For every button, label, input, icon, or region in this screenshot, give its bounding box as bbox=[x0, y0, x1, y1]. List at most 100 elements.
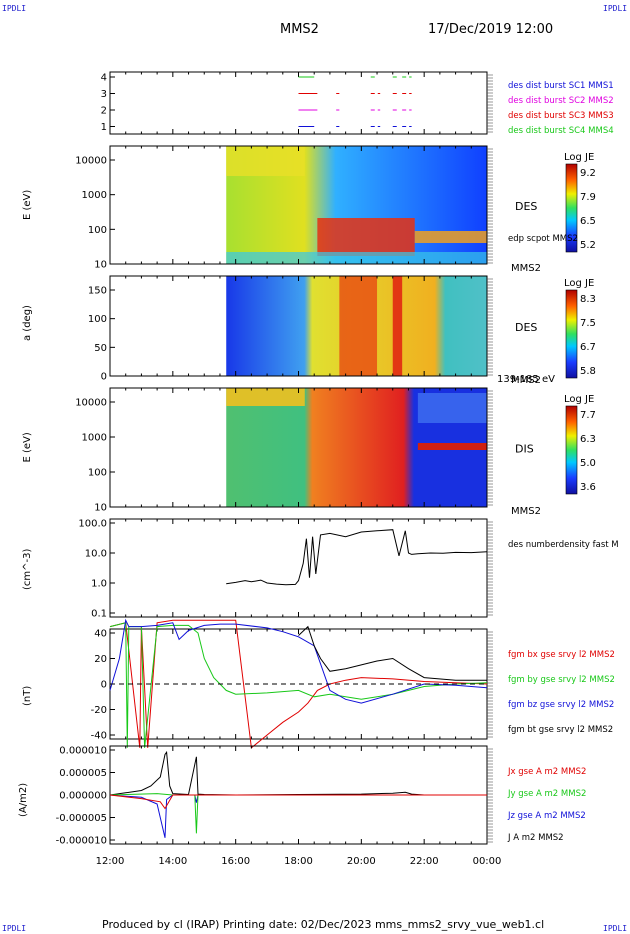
fgm-ytick-label: -40 bbox=[91, 731, 107, 742]
current-ylabel: (A/m2) bbox=[18, 783, 29, 817]
des-energy-colorbar bbox=[565, 163, 578, 253]
des-energy-ytick-label: 1000 bbox=[82, 190, 107, 201]
des-pitch-colorbar-title: Log JE bbox=[564, 278, 594, 289]
current-ytick-label: 0.000010 bbox=[59, 746, 107, 757]
current-ytick-label: -0.000005 bbox=[56, 813, 107, 824]
des-pitch-sc-label: MMS2 bbox=[511, 375, 541, 386]
fgm-series-by bbox=[109, 622, 488, 748]
density-ytick-label: 100.0 bbox=[78, 519, 107, 530]
des-pitch-ytick-label: 50 bbox=[94, 343, 107, 354]
burst-ytick-label: 3 bbox=[101, 89, 107, 100]
des-pitch-colorbar-tick: 7.5 bbox=[580, 318, 596, 329]
des-energy-colorbar-tick: 5.2 bbox=[580, 240, 596, 251]
fgm-legend-3: fgm bt gse srvy l2 MMS2 bbox=[508, 725, 613, 735]
dis-energy-side-label: DIS bbox=[515, 443, 534, 456]
burst-ytick-label: 4 bbox=[101, 73, 107, 84]
burst-ytick-label: 1 bbox=[101, 122, 107, 133]
des-pitch-side-label: DES bbox=[515, 321, 537, 334]
des-energy-colorbar-tick: 9.2 bbox=[580, 168, 596, 179]
fgm-legend-2: fgm bz gse srvy l2 MMS2 bbox=[508, 700, 614, 710]
current-ytick-label: -0.000010 bbox=[56, 836, 107, 847]
burst-legend-1: des dist burst SC1 MMS1 bbox=[508, 81, 614, 91]
current-series-Jx bbox=[109, 794, 487, 810]
burst-ytick-label: 2 bbox=[101, 106, 107, 117]
burst-legend-3: des dist burst SC3 MMS3 bbox=[508, 111, 614, 121]
des-pitch-ytick-label: 0 bbox=[101, 372, 107, 383]
time-tick-label-0: 12:00 bbox=[96, 856, 125, 867]
current-legend-0: Jx gse A m2 MMS2 bbox=[507, 767, 586, 777]
footer-credit: Produced by cl (IRAP) Printing date: 02/… bbox=[102, 918, 545, 931]
current-series-J bbox=[109, 750, 487, 796]
des-pitch-ylabel: a (deg) bbox=[22, 305, 33, 341]
des-pitch-colorbar-tick: 8.3 bbox=[580, 294, 596, 305]
dis-energy-ylabel: E (eV) bbox=[22, 432, 33, 462]
fgm-legend-1: fgm by gse srvy l2 MMS2 bbox=[508, 675, 615, 685]
time-tick-label-4: 20:00 bbox=[347, 856, 376, 867]
des-energy-ytick-label: 10000 bbox=[75, 156, 107, 167]
des-energy-plasma-sheet bbox=[317, 218, 415, 256]
des-energy-ytick-label: 10 bbox=[94, 260, 107, 271]
current-legend-2: Jz gse A m2 MMS2 bbox=[507, 811, 586, 821]
des-energy-colorbar-tick: 7.9 bbox=[580, 192, 596, 203]
fgm-ytick-label: 20 bbox=[94, 654, 107, 665]
fgm-series-bx bbox=[109, 619, 488, 749]
fgm-ytick-label: -20 bbox=[91, 705, 107, 716]
density-ytick-label: 10.0 bbox=[85, 549, 107, 560]
density-ylabel: (cm^-3) bbox=[22, 549, 33, 590]
des-pitch-colorbar-tick: 5.8 bbox=[580, 366, 596, 377]
time-tick-label-3: 18:00 bbox=[284, 856, 313, 867]
fgm-ylabel: (nT) bbox=[22, 686, 33, 706]
des-pitch-hot-2 bbox=[392, 276, 403, 376]
corner-label-top-left: IPDLI bbox=[2, 4, 27, 13]
density-legend-0: des numberdensity fast M bbox=[508, 540, 619, 550]
des-pitch-colorbar bbox=[565, 289, 578, 379]
time-tick-label-5: 22:00 bbox=[410, 856, 439, 867]
des-energy-high-band bbox=[226, 146, 305, 176]
dis-energy-sc-label: MMS2 bbox=[511, 506, 541, 517]
time-tick-label-1: 14:00 bbox=[158, 856, 187, 867]
current-ytick-label: 0.000000 bbox=[59, 791, 107, 802]
des-pitch-hot-1 bbox=[339, 276, 378, 376]
des-energy-overlay-label: edp scpot MMS2 bbox=[508, 234, 578, 244]
des-energy-ylabel: E (eV) bbox=[22, 190, 33, 220]
current-ytick-label: 0.000005 bbox=[59, 768, 107, 779]
fgm-ytick-label: 0 bbox=[101, 680, 107, 691]
datetime-title: 17/Dec/2019 12:00 bbox=[428, 22, 554, 37]
fgm-ytick-label: 40 bbox=[94, 629, 107, 640]
des-pitch-colorbar-tick: 6.7 bbox=[580, 342, 596, 353]
burst-legend-2: des dist burst SC2 MMS2 bbox=[508, 96, 614, 106]
current-series-Jz bbox=[109, 794, 487, 838]
des-pitch-ytick-label: 150 bbox=[88, 286, 107, 297]
des-energy-ytick-label: 100 bbox=[88, 225, 107, 236]
des-energy-bottom-band bbox=[226, 252, 487, 264]
current-legend-3: J A m2 MMS2 bbox=[507, 833, 564, 843]
spacecraft-title: MMS2 bbox=[280, 22, 319, 37]
current-legend-1: Jy gse A m2 MMS2 bbox=[507, 789, 586, 799]
corner-label-bottom-left: IPDLI bbox=[2, 924, 27, 933]
time-tick-label-6: 00:00 bbox=[473, 856, 502, 867]
corner-label-bottom-right: IPDLI bbox=[603, 924, 628, 933]
dis-energy-high-band bbox=[226, 388, 305, 406]
dis-energy-colorbar-tick: 7.7 bbox=[580, 410, 596, 421]
des-energy-colorbar-tick: 6.5 bbox=[580, 216, 596, 227]
dis-energy-colorbar-tick: 6.3 bbox=[580, 434, 596, 445]
des-energy-low-band bbox=[414, 231, 487, 243]
density-frame bbox=[109, 518, 488, 618]
dis-energy-ytick-label: 10 bbox=[94, 503, 107, 514]
dis-energy-colorbar-title: Log JE bbox=[564, 394, 594, 405]
density-ytick-label: 0.1 bbox=[91, 609, 107, 620]
dis-energy-ytick-label: 100 bbox=[88, 468, 107, 479]
dis-energy-upper-blue bbox=[417, 393, 487, 423]
corner-label-top-right: IPDLI bbox=[603, 4, 628, 13]
dis-energy-line bbox=[417, 443, 487, 450]
dis-energy-colorbar-tick: 3.6 bbox=[580, 482, 596, 493]
fgm-legend-0: fgm bx gse srvy l2 MMS2 bbox=[508, 650, 615, 660]
des-energy-colorbar-title: Log JE bbox=[564, 152, 594, 163]
density-ytick-label: 1.0 bbox=[91, 579, 107, 590]
dis-energy-colorbar bbox=[565, 405, 578, 495]
dis-energy-ytick-label: 1000 bbox=[82, 433, 107, 444]
des-pitch-energy-label: 139-185 eV bbox=[497, 374, 555, 385]
burst-legend-4: des dist burst SC4 MMS4 bbox=[508, 126, 614, 136]
fgm-series-bz bbox=[109, 618, 488, 704]
